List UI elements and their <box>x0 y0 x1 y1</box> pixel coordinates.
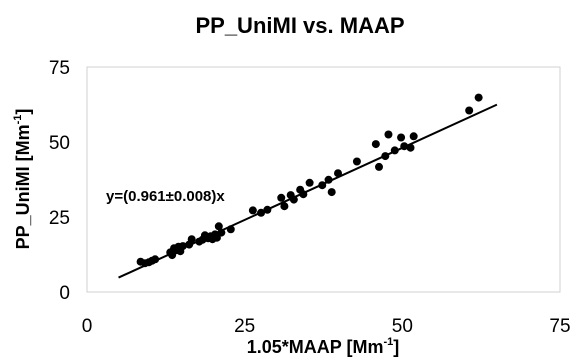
data-point <box>178 242 187 251</box>
plot-area-frame <box>86 66 561 293</box>
data-point <box>289 195 298 204</box>
data-point <box>324 175 333 184</box>
data-point <box>248 206 257 215</box>
y-tick-label: 50 <box>49 133 70 154</box>
data-point <box>406 143 415 152</box>
x-tick-label: 50 <box>392 316 413 337</box>
data-point <box>334 169 343 178</box>
data-point <box>299 190 308 199</box>
data-point <box>263 205 272 214</box>
x-axis-title-main: 1.05*MAAP [Mm <box>247 337 384 357</box>
data-point <box>374 162 383 171</box>
y-axis-title-sup: -1 <box>12 115 24 125</box>
data-point <box>371 140 380 149</box>
data-point <box>226 225 235 234</box>
data-point <box>318 181 327 190</box>
chart-title: PP_UniMI vs. MAAP <box>195 13 404 38</box>
x-tick-label: 0 <box>82 316 93 337</box>
x-axis-title-end: ] <box>393 337 399 357</box>
data-point <box>400 142 409 151</box>
data-point <box>280 202 289 211</box>
data-point <box>465 106 474 115</box>
y-axis-title-main: PP_UniMI [Mm <box>13 124 33 249</box>
regression-equation: y=(0.961±0.008)x <box>106 188 225 205</box>
data-point <box>397 133 406 142</box>
data-point <box>409 132 418 141</box>
data-point <box>381 152 390 161</box>
y-axis-title-end: ] <box>13 109 33 115</box>
x-axis-title-sup: -1 <box>383 336 393 348</box>
data-point <box>277 193 286 202</box>
data-point <box>187 235 196 244</box>
data-points <box>136 93 483 268</box>
data-point <box>257 208 266 217</box>
y-tick-label: 75 <box>49 58 70 79</box>
data-point <box>352 157 361 166</box>
data-point <box>151 255 160 264</box>
tick-labels: 0 25 50 75 0 25 50 75 <box>49 58 571 337</box>
x-tick-label: 25 <box>234 316 255 337</box>
data-point <box>384 130 393 139</box>
data-point <box>214 222 223 231</box>
y-tick-label: 25 <box>49 208 70 229</box>
x-axis-title: 1.05*MAAP [Mm-1] <box>247 336 400 357</box>
data-point <box>390 146 399 155</box>
data-point <box>327 188 336 197</box>
x-tick-label: 75 <box>549 316 570 337</box>
y-axis-title: PP_UniMI [Mm-1] <box>12 109 33 250</box>
data-point <box>474 93 483 102</box>
data-point <box>217 228 226 237</box>
y-tick-label: 0 <box>59 283 70 304</box>
data-point <box>305 178 314 187</box>
